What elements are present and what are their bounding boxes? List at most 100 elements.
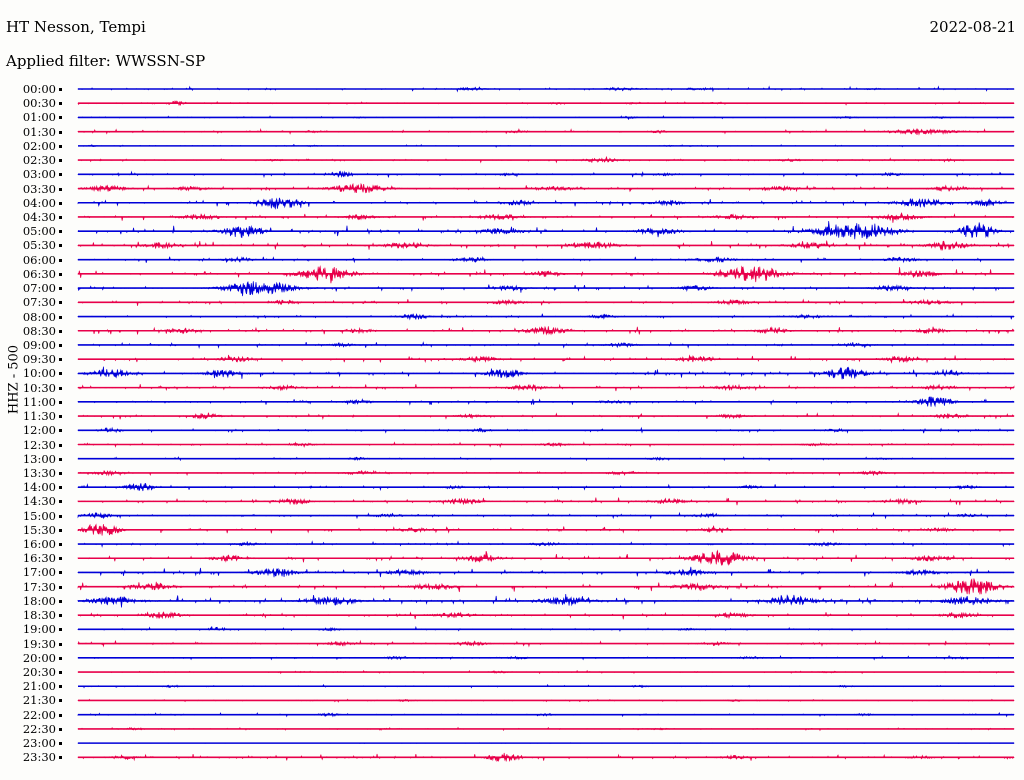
row-axis-tick (59, 727, 62, 731)
row-time-label: 13:30 (22, 465, 56, 480)
row-time-label: 13:00 (22, 451, 56, 466)
row-time-label: 15:00 (22, 508, 56, 523)
row-time-label: 19:30 (22, 636, 56, 651)
row-axis-tick (59, 656, 62, 660)
row-axis-tick (59, 713, 62, 717)
trace-waveform (77, 212, 1015, 223)
row-time-label: 14:00 (22, 480, 56, 495)
row-time-label: 17:00 (22, 565, 56, 580)
row-time-label: 01:00 (22, 110, 56, 125)
row-time-label: 15:30 (22, 522, 56, 537)
seismogram-traces (77, 85, 1015, 762)
row-time-label: 19:00 (22, 622, 56, 637)
row-axis-tick (59, 230, 62, 234)
row-time-label: 04:30 (22, 209, 56, 224)
row-axis-tick (59, 144, 62, 148)
row-time-label: 18:30 (22, 608, 56, 623)
row-time-label: 08:00 (22, 309, 56, 324)
row-time-label: 10:30 (22, 380, 56, 395)
row-axis-tick (59, 642, 62, 646)
row-axis-tick (59, 585, 62, 589)
row-time-label: 22:30 (22, 721, 56, 736)
row-axis-tick (59, 599, 62, 603)
row-time-label: 16:00 (22, 537, 56, 552)
row-axis-tick (59, 671, 62, 675)
row-time-label: 07:30 (22, 295, 56, 310)
row-time-label: 02:30 (22, 153, 56, 168)
row-time-label: 23:30 (22, 750, 56, 765)
row-time-label: 16:30 (22, 551, 56, 566)
row-axis-tick (59, 429, 62, 433)
row-axis-tick (59, 258, 62, 262)
row-axis-tick (59, 215, 62, 219)
row-time-label: 00:30 (22, 96, 56, 111)
row-time-label: 22:00 (22, 707, 56, 722)
row-axis-tick (59, 372, 62, 376)
row-time-label: 20:30 (22, 665, 56, 680)
row-time-label: 00:00 (22, 82, 56, 96)
row-axis-tick (59, 187, 62, 191)
row-time-label: 07:00 (22, 281, 56, 296)
row-time-label: 08:30 (22, 323, 56, 338)
row-time-label: 11:30 (22, 409, 56, 424)
row-time-label: 05:30 (22, 238, 56, 253)
row-axis-tick (59, 159, 62, 163)
row-axis-tick (59, 400, 62, 404)
row-axis-tick (59, 543, 62, 547)
row-time-label: 02:00 (22, 138, 56, 153)
row-time-label: 09:00 (22, 337, 56, 352)
row-axis-tick (59, 201, 62, 205)
row-axis-tick (59, 756, 62, 760)
row-time-label: 17:30 (22, 579, 56, 594)
row-axis-tick (59, 287, 62, 291)
row-time-label: 01:30 (22, 124, 56, 139)
row-axis-tick (59, 386, 62, 390)
row-time-label: 14:30 (22, 494, 56, 509)
record-date: 2022-08-21 (929, 18, 1016, 36)
row-axis-tick (59, 88, 62, 91)
row-axis-tick (59, 415, 62, 419)
row-time-label: 03:30 (22, 181, 56, 196)
row-axis-tick (59, 130, 62, 134)
row-time-label: 03:00 (22, 167, 56, 182)
row-axis-tick (59, 244, 62, 248)
row-axis-tick (59, 116, 62, 120)
row-axis-tick (59, 358, 62, 362)
row-time-label: 20:00 (22, 650, 56, 665)
row-axis-tick (59, 571, 62, 575)
row-axis-tick (59, 301, 62, 305)
row-axis-tick (59, 685, 62, 689)
row-axis-tick (59, 528, 62, 532)
applied-filter-label: Applied filter: WWSSN-SP (6, 52, 206, 70)
row-axis-tick (59, 514, 62, 518)
row-axis-tick (59, 443, 62, 447)
row-axis-tick (59, 329, 62, 333)
row-time-label: 21:00 (22, 679, 56, 694)
row-time-label: 23:00 (22, 736, 56, 751)
row-time-label: 04:00 (22, 195, 56, 210)
row-axis-tick (59, 457, 62, 461)
row-time-label: 06:30 (22, 266, 56, 281)
trace-plot-area: 00:00 00:30 01:00 01:30 02:00 02:30 03:00 03:30… (0, 76, 1024, 776)
row-axis-tick (59, 486, 62, 490)
row-time-label: 11:00 (22, 394, 56, 409)
row-time-label: 10:00 (22, 366, 56, 381)
row-axis-tick (59, 699, 62, 703)
page-title: HT Nesson, Tempi (6, 18, 146, 36)
row-axis-tick (59, 471, 62, 475)
trace-waveform (77, 265, 1015, 284)
row-time-label: 12:00 (22, 423, 56, 438)
row-axis-tick (59, 315, 62, 319)
row-time-label: 21:30 (22, 693, 56, 708)
row-axis-tick (59, 343, 62, 347)
trace-waveform (77, 221, 1015, 240)
row-axis-tick (59, 173, 62, 177)
row-time-label: 09:30 (22, 352, 56, 367)
row-time-label: 12:30 (22, 437, 56, 452)
row-axis-tick (59, 102, 62, 106)
row-axis-tick (59, 500, 62, 504)
row-axis-tick (59, 557, 62, 561)
row-time-label: 05:00 (22, 224, 56, 239)
row-time-label: 06:00 (22, 252, 56, 267)
